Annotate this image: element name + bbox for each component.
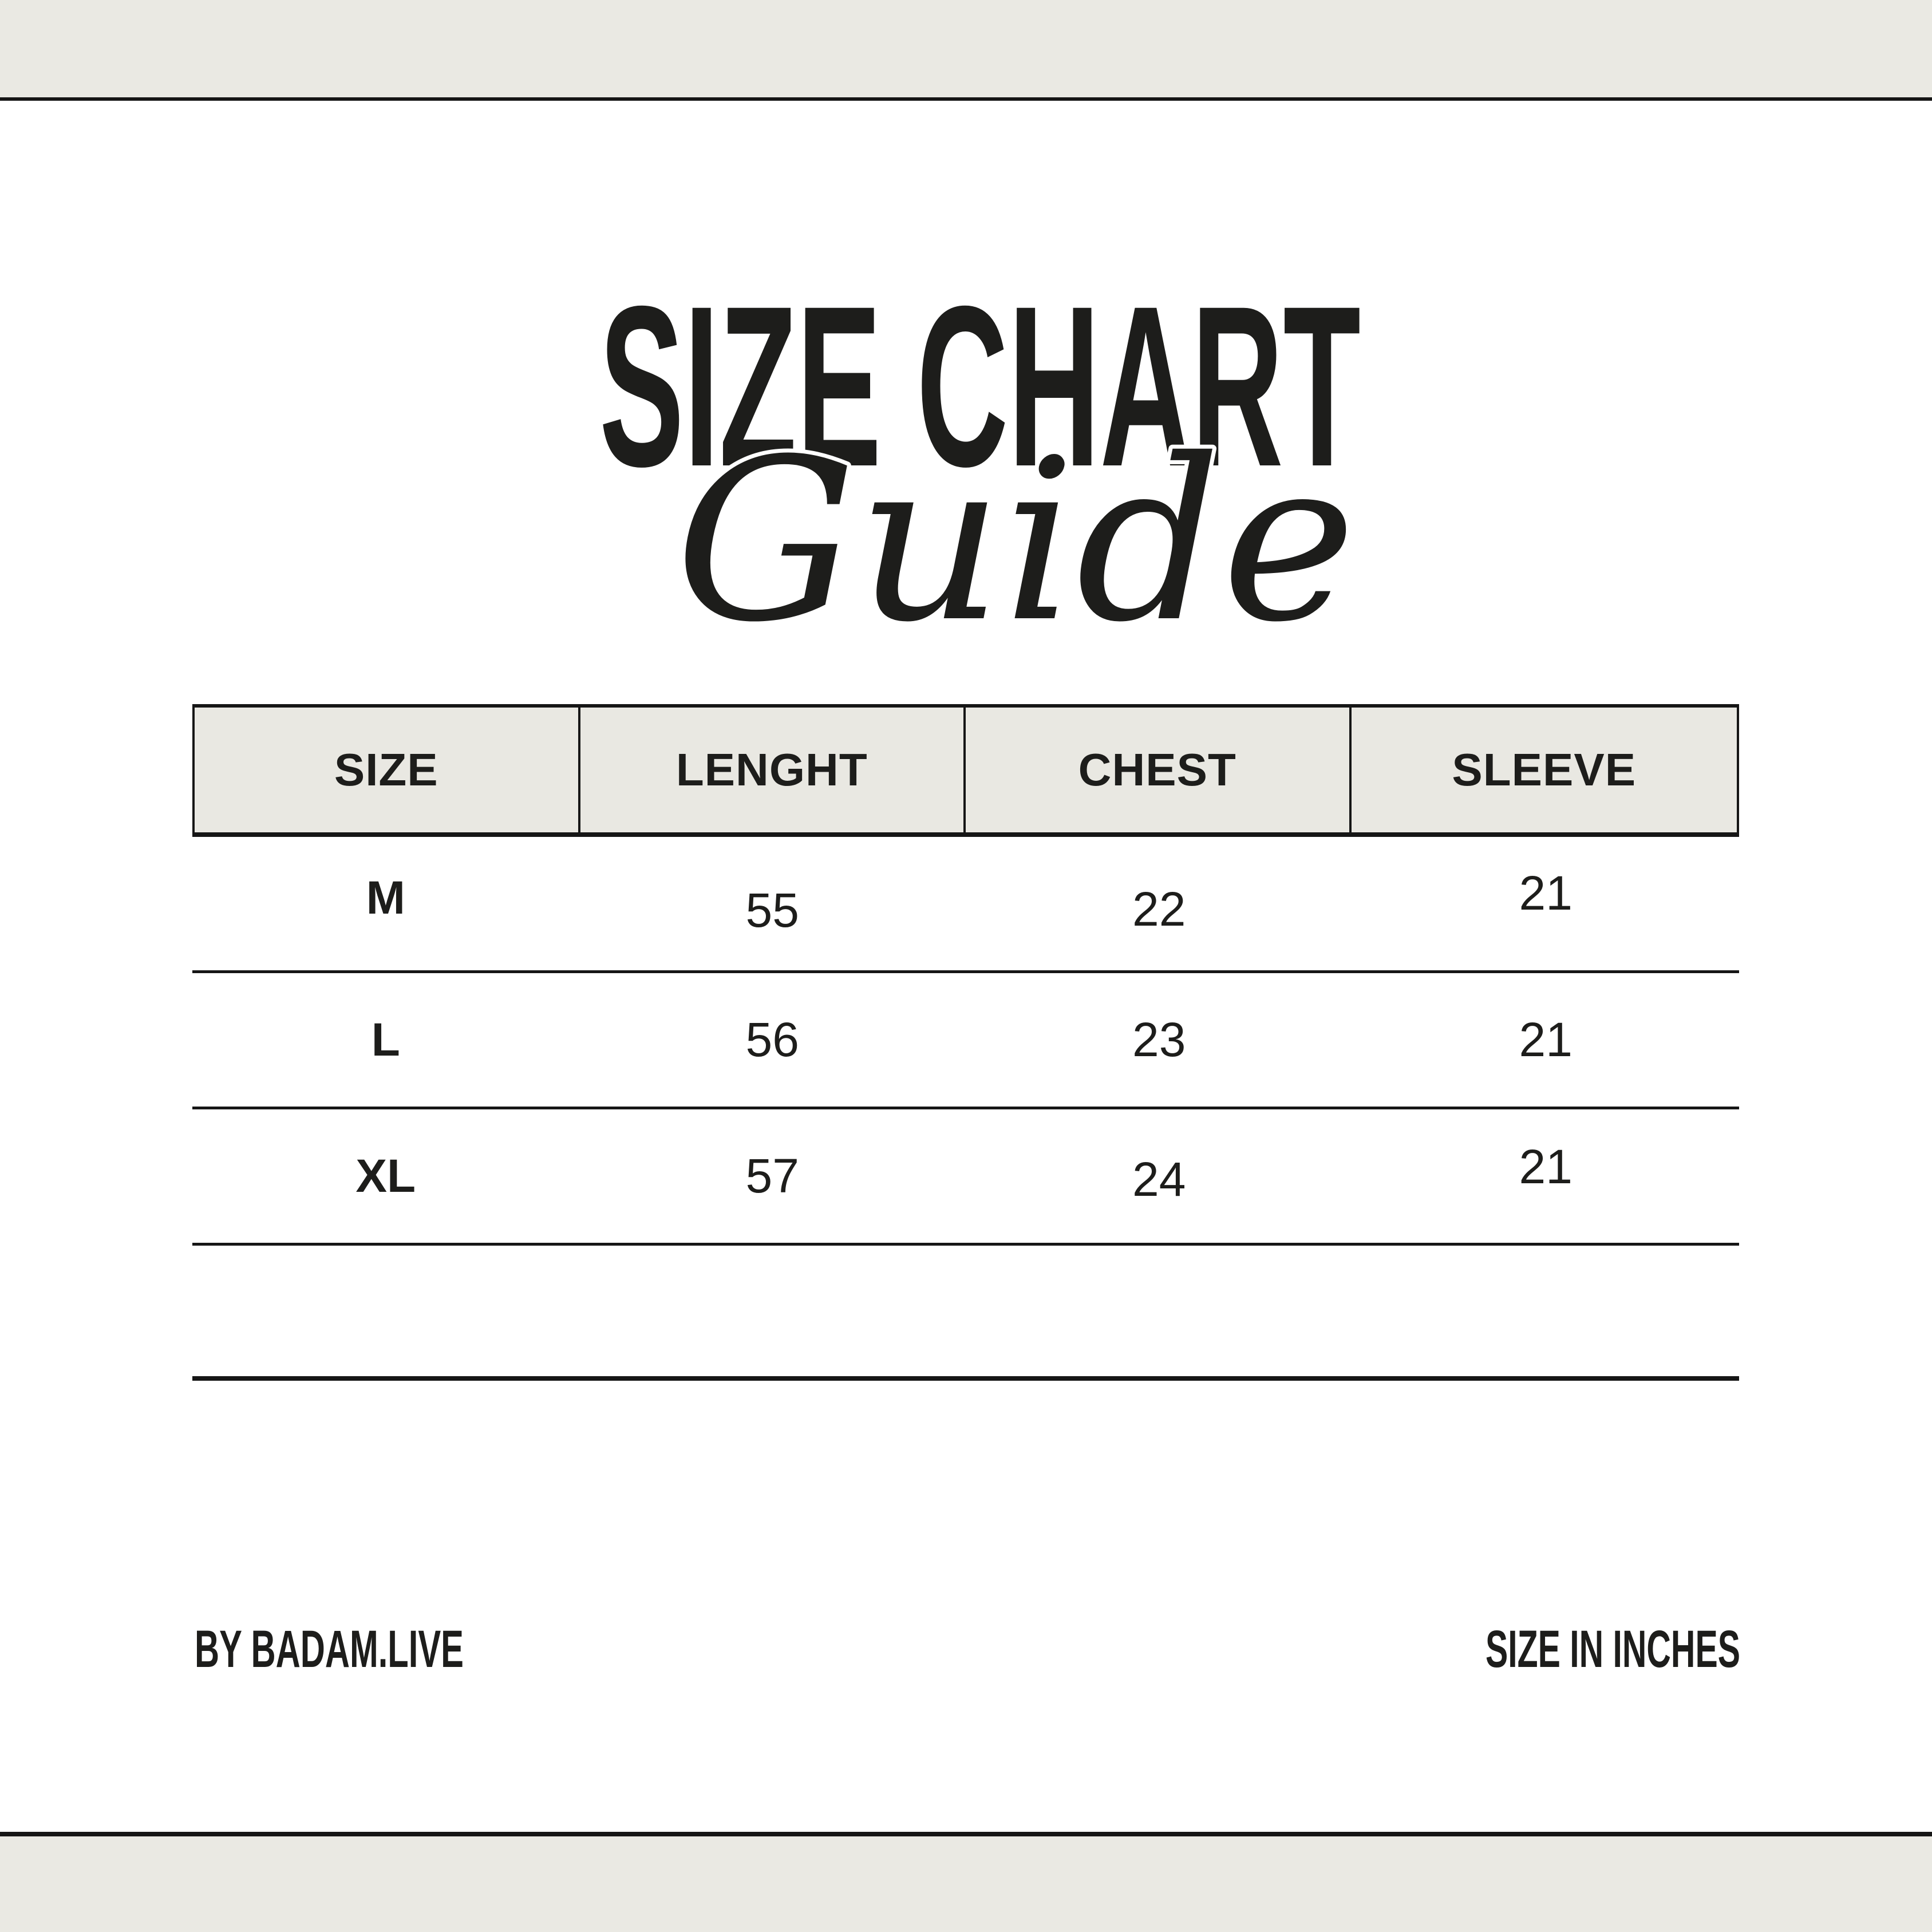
header-cell-sleeve: SLEEVE: [1452, 744, 1637, 795]
cell-chest: 23: [1132, 1013, 1186, 1066]
cell-chest: 22: [1132, 882, 1186, 936]
cell-chest: 24: [1132, 1152, 1186, 1206]
cell-sleeve: 21: [1519, 1013, 1573, 1066]
table-row-m: M 55 22 21: [192, 837, 1739, 973]
top-band: [0, 0, 1932, 101]
header-cell-size: SIZE: [195, 708, 580, 832]
size-table: SIZE LENGHT CHEST SLEEVE M 55 22 21 L 56…: [192, 704, 1739, 1381]
header-cell-lenght: LENGHT: [580, 708, 966, 832]
page-title-script: Guide: [675, 411, 1356, 671]
cell-sleeve: 21: [1519, 866, 1573, 920]
table-header-row: SIZE LENGHT CHEST SLEEVE: [192, 704, 1739, 837]
bottom-band: [0, 1832, 1932, 1932]
cell-size: M: [366, 871, 405, 924]
cell-size: XL: [355, 1149, 416, 1202]
cell-length: 55: [745, 883, 799, 937]
cell-size: L: [371, 1013, 400, 1066]
footer-units-text: SIZE IN INCHES: [1485, 1620, 1740, 1678]
cell-length: 57: [745, 1149, 799, 1203]
table-empty-row: [192, 1246, 1739, 1381]
cell-length: 56: [745, 1013, 799, 1066]
header-cell-chest: CHEST: [966, 708, 1352, 832]
table-row-l: L 56 23 21: [192, 973, 1739, 1109]
cell-sleeve: 21: [1519, 1140, 1573, 1194]
page-title: SIZE CHART: [599, 258, 1361, 514]
footer-brand-text: BY BADAM.LIVE: [195, 1620, 464, 1678]
table-row-xl: XL 57 24 21: [192, 1109, 1739, 1246]
